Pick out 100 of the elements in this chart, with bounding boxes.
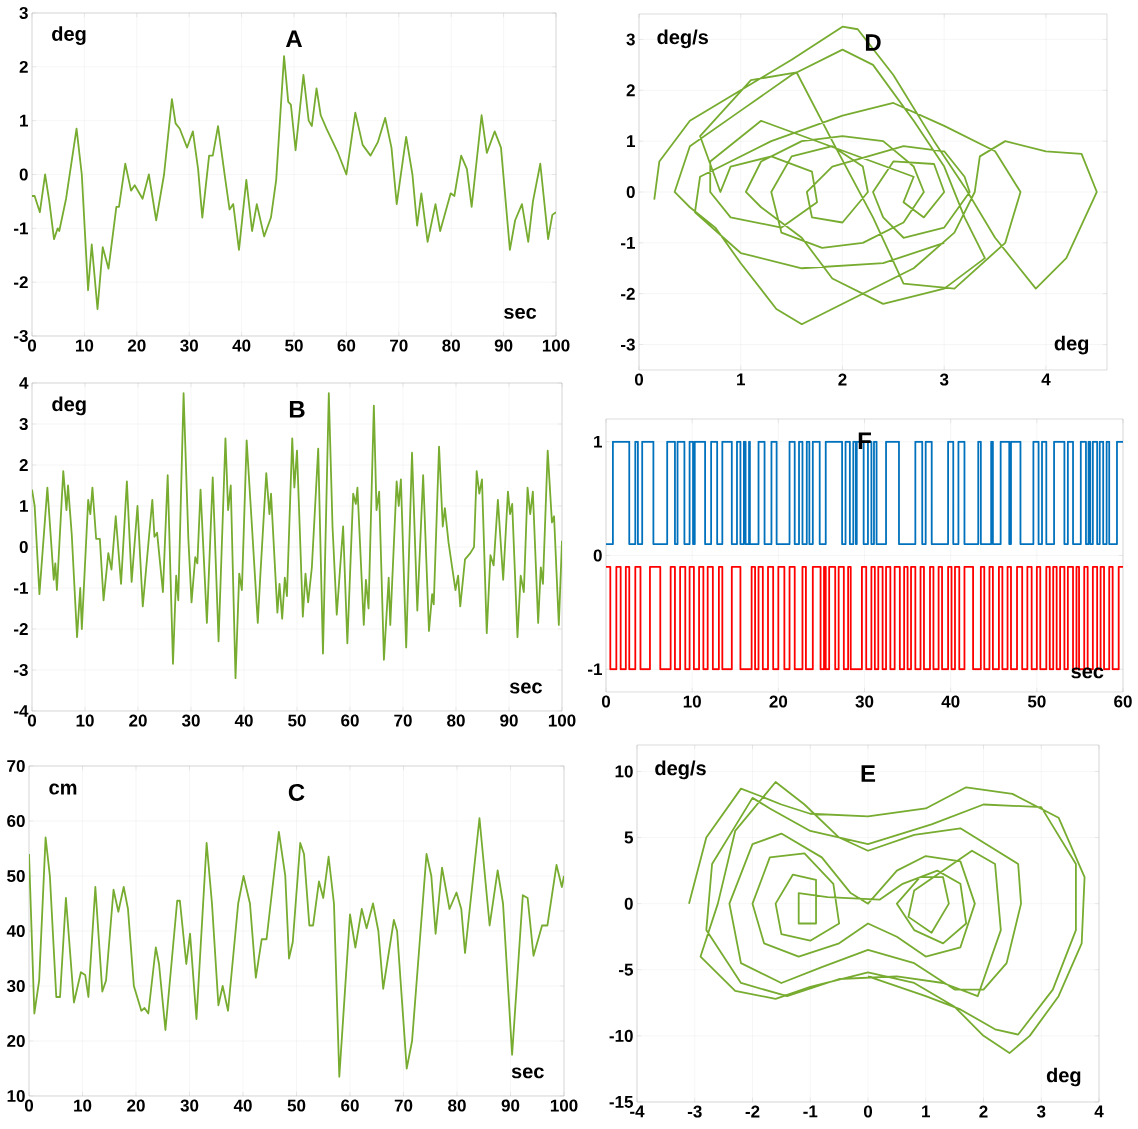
y-tick-label: -4 [14, 705, 29, 717]
x-tick-label: 80 [448, 1099, 466, 1112]
y-tick-label: 20 [7, 1034, 25, 1048]
y-tick-label: 1 [627, 135, 636, 147]
x-tick-label: 10 [76, 339, 94, 352]
x-tick-label: 80 [442, 339, 460, 352]
x-tick-label: 60 [337, 339, 356, 352]
y-tick-label: 5 [624, 831, 634, 844]
x-tick-label: 30 [180, 339, 198, 352]
y-tick-label: 1 [20, 500, 29, 512]
y-tick-label: 0 [624, 897, 633, 910]
x-tick-label: 90 [500, 714, 518, 727]
y-tick-label: 2 [626, 84, 635, 97]
x-tick-label: 40 [232, 339, 251, 352]
text: C [288, 783, 305, 801]
x-tick-label: 1 [737, 373, 745, 386]
y-tick-label: 3 [19, 6, 28, 20]
x-tick-label: 80 [447, 714, 465, 727]
y-tick-label: 0 [19, 168, 28, 181]
x-tick-label: 90 [501, 1099, 520, 1112]
x-tick-label: 4 [1041, 373, 1051, 386]
x-tick-label: 60 [341, 1099, 359, 1112]
y-tick-label: -1 [14, 222, 29, 235]
y-tick-label: -3 [14, 663, 28, 677]
y-tick-label: -1 [14, 582, 29, 594]
x-tick-label: 90 [494, 339, 513, 352]
y-axis-title: deg/s [657, 29, 708, 49]
y-tick-label: 10 [615, 765, 633, 778]
y-tick-label: 3 [19, 417, 28, 431]
x-tick-label: 0 [863, 1105, 873, 1118]
x-tick-label: 40 [233, 1099, 252, 1112]
y-tick-label: -2 [621, 287, 635, 300]
y-tick-label: 70 [7, 759, 25, 773]
x-tick-label: 0 [601, 695, 611, 708]
x-tick-label: 30 [180, 1099, 199, 1112]
y-tick-label: -1 [588, 663, 603, 676]
x-tick-label: 1 [922, 1105, 931, 1118]
y-tick-label: -2 [14, 276, 28, 289]
text: E [861, 765, 876, 782]
y-tick-label: 60 [7, 814, 25, 828]
y-tick-label: -1 [621, 236, 636, 249]
y-tick-label: 50 [7, 869, 25, 883]
x-tick-label: 30 [855, 695, 874, 708]
x-tick-label: 70 [390, 339, 408, 352]
x-tick-label: -1 [803, 1105, 818, 1118]
x-tick-label: 10 [74, 1099, 92, 1112]
x-tick-label: 3 [939, 373, 949, 386]
y-tick-label: -2 [14, 623, 28, 635]
x-tick-label: 20 [769, 695, 788, 708]
x-tick-label: 40 [941, 695, 960, 708]
x-tick-label: 60 [341, 714, 359, 727]
y-tick-label: -5 [619, 963, 634, 976]
line-series [29, 817, 564, 1078]
x-axis-title: sec [1071, 667, 1104, 679]
line-series [688, 781, 1086, 1054]
y-tick-label: -10 [609, 1029, 633, 1042]
x-axis-title: sec [504, 307, 537, 319]
x-tick-label: 0 [634, 373, 644, 386]
x-tick-label: -3 [687, 1105, 702, 1118]
x-tick-label: 50 [1027, 695, 1046, 708]
y-axis-title: deg/s [655, 760, 706, 780]
x-tick-label: 20 [127, 339, 146, 352]
y-tick-label: 0 [593, 549, 602, 562]
y-tick-label: -3 [14, 329, 28, 343]
line-series [32, 55, 557, 310]
y-tick-label: 0 [626, 185, 635, 199]
x-tick-label: 10 [683, 695, 701, 708]
x-tick-label: 100 [550, 1099, 578, 1112]
x-tick-label: 70 [394, 714, 412, 727]
line-series [653, 25, 1098, 326]
x-tick-label: 40 [234, 714, 253, 727]
y-axis-title: deg [52, 396, 86, 416]
y-tick-label: 1 [594, 435, 603, 448]
x-tick-label: 20 [129, 714, 147, 727]
x-tick-label: 10 [76, 714, 94, 727]
x-tick-label: 50 [285, 339, 303, 352]
y-tick-label: 40 [6, 924, 25, 938]
x-tick-label: 2 [838, 373, 847, 386]
x-axis-title: sec [509, 682, 542, 694]
line-series [32, 392, 563, 680]
text: B [289, 400, 305, 418]
x-axis-title: sec [511, 1067, 544, 1079]
y-tick-label: 30 [6, 979, 25, 993]
x-tick-label: 2 [979, 1105, 988, 1118]
x-tick-label: 60 [1114, 695, 1132, 708]
y-tick-label: 0 [19, 540, 28, 554]
x-tick-label: -2 [745, 1105, 760, 1118]
x-tick-label: 50 [288, 714, 306, 727]
x-tick-label: 50 [287, 1099, 306, 1112]
y-tick-label: 10 [7, 1089, 25, 1103]
x-tick-label: 30 [181, 714, 200, 727]
y-tick-label: 2 [19, 60, 28, 73]
y-tick-label: 3 [626, 33, 635, 46]
x-tick-label: 100 [548, 714, 576, 727]
y-axis-title: cm [49, 783, 77, 795]
y-tick-label: 1 [20, 114, 29, 127]
y-tick-label: 2 [19, 459, 28, 471]
x-tick-label: 3 [1036, 1105, 1046, 1118]
x-tick-label: 4 [1094, 1105, 1104, 1118]
x-tick-label: 70 [394, 1099, 413, 1112]
